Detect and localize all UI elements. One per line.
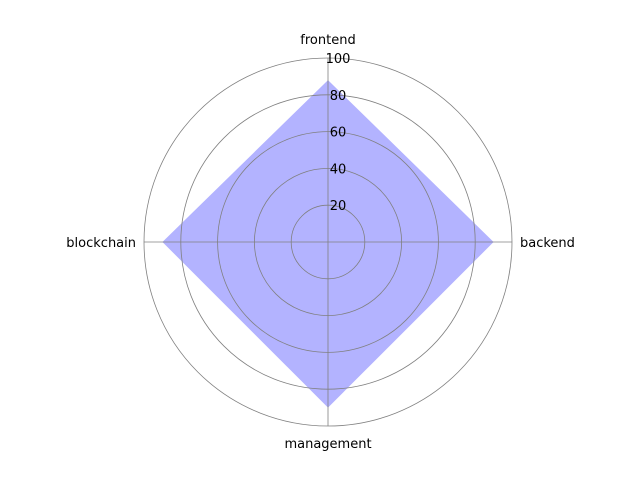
radial-tick-label-80: 80 xyxy=(330,89,347,104)
radial-tick-label-100: 100 xyxy=(326,52,351,67)
category-label-blockchain: blockchain xyxy=(66,236,136,251)
category-label-backend: backend xyxy=(520,236,575,251)
category-label-management: management xyxy=(284,437,371,452)
radial-tick-label-60: 60 xyxy=(330,126,347,141)
radial-tick-label-40: 40 xyxy=(330,162,347,177)
radial-tick-label-20: 20 xyxy=(330,199,347,214)
grid-layer xyxy=(143,57,513,427)
radial-tick-labels: 20 40 60 80 100 xyxy=(326,52,351,214)
category-labels: frontend backend management blockchain xyxy=(66,33,575,452)
category-label-frontend: frontend xyxy=(300,33,355,48)
